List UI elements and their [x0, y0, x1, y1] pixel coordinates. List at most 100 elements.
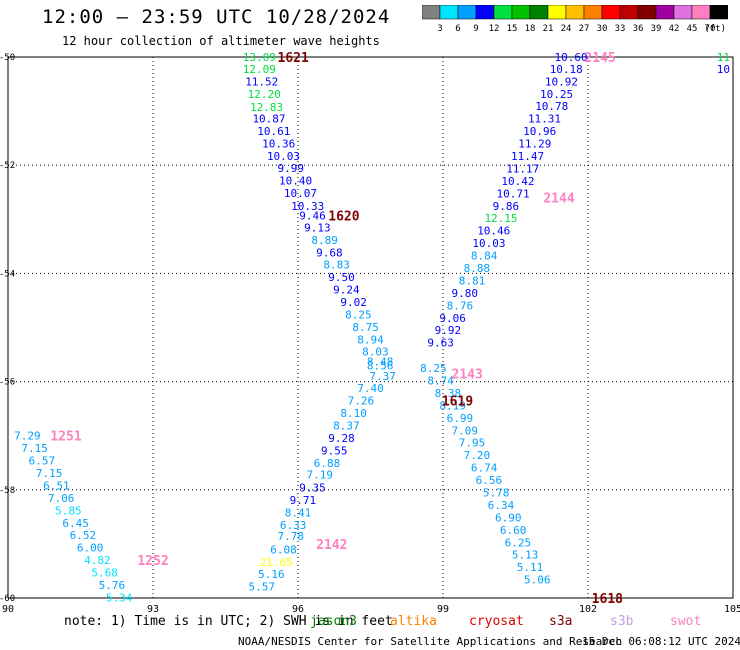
wave-height-label: 8.41: [285, 507, 312, 520]
x-tick-label: 93: [147, 604, 159, 612]
wave-height-label: 7.95: [459, 437, 486, 450]
legend-tick-label: 30: [597, 24, 608, 34]
wave-height-label: 10.25: [540, 88, 573, 101]
wave-height-label: 10.87: [252, 113, 285, 126]
wave-height-label: 7.78: [278, 530, 305, 543]
wave-height-label: 5.68: [91, 567, 118, 580]
wave-height-label: 7.09: [452, 424, 479, 437]
wave-height-label: 11.47: [511, 150, 544, 163]
wave-height-label: 6.45: [62, 517, 89, 530]
wave-height-label: 6.57: [29, 455, 56, 468]
pass-time-label: 1618: [592, 592, 623, 607]
y-tick-label: -56: [0, 378, 15, 388]
wave-height-label: 7.37: [369, 370, 396, 383]
wave-height-label: 10.36: [262, 138, 295, 151]
pass-time-label: 1251: [50, 430, 81, 445]
pass-time-label: 2144: [543, 192, 574, 207]
wave-height-label: 6.90: [495, 511, 522, 524]
wave-height-label: 6.88: [314, 457, 341, 470]
wave-height-label: 10.78: [535, 100, 568, 113]
wave-height-label: 9.24: [333, 284, 360, 297]
wave-height-label: 10.03: [267, 150, 300, 163]
wave-height-label: 7.40: [357, 382, 384, 395]
legend-tick-label: 12: [489, 24, 500, 34]
footer-credit: NOAA/NESDIS Center for Satellite Applica…: [238, 635, 623, 648]
sat-label-s3a: s3a: [549, 614, 573, 629]
sat-label-altika: altika: [390, 614, 437, 629]
wave-height-label: 11.17: [506, 162, 539, 175]
wave-height-label: 9.46: [299, 210, 326, 223]
wave-height-label: 6.60: [500, 524, 527, 537]
wave-height-label: 11: [717, 51, 730, 64]
wave-height-label: 6.52: [70, 529, 97, 542]
wave-height-label: 7.19: [307, 469, 334, 482]
wave-height-label: 21.65: [260, 556, 293, 569]
wave-height-label: 8.76: [447, 299, 474, 312]
footnote-text: note: 1) Time is in UTC; 2) SWH is in fe…: [64, 614, 393, 629]
wave-height-label: 9.06: [439, 312, 466, 325]
x-tick-label: 96: [292, 604, 304, 612]
wave-height-label: 10.40: [279, 174, 312, 187]
legend-tick-label: 9: [473, 24, 478, 34]
wave-height-label: 5.76: [99, 579, 126, 592]
wave-height-label: 8.38: [435, 387, 462, 400]
wave-height-label: 7.20: [464, 449, 491, 462]
wave-height-plot: 90 93 96 99 102 105-50-52-54-56-58-6013.0912.…: [0, 51, 740, 612]
wave-height-label: 5.78: [483, 487, 510, 500]
wave-height-label: 6.25: [505, 536, 532, 549]
wave-height-label: 8.94: [357, 333, 384, 346]
wave-height-label: 4.82: [84, 554, 111, 567]
wave-height-label: 9.71: [290, 494, 317, 507]
wave-height-label: 6.33: [280, 519, 307, 532]
x-tick-label: 105: [724, 604, 740, 612]
pass-time-label: 2142: [316, 538, 347, 553]
wave-height-label: 9.35: [299, 482, 326, 495]
wave-height-label: 6.99: [447, 412, 474, 425]
sat-label-swot: swot: [670, 614, 702, 629]
plot-frame: [7, 56, 734, 599]
legend-tick-label: 21: [543, 24, 554, 34]
wave-height-label: 9.92: [435, 324, 462, 337]
wave-height-label: 5.85: [55, 504, 82, 517]
wave-height-label: 10.61: [257, 125, 290, 138]
wave-height-label: 10.33: [291, 200, 324, 213]
wave-height-label: 6.56: [476, 474, 503, 487]
legend-tick-label: 18: [525, 24, 536, 34]
wave-height-label: 9.99: [278, 162, 305, 175]
wave-height-label: 10.03: [472, 237, 505, 250]
pass-time-label: 1620: [328, 210, 359, 225]
wave-height-label: 12.15: [484, 212, 517, 225]
wave-height-label: 10.60: [555, 51, 588, 64]
legend-tick-label: 33: [615, 24, 626, 34]
legend-tick-label: 24: [561, 24, 572, 34]
wave-height-label: 9.28: [328, 432, 355, 445]
wave-height-label: 9.55: [321, 444, 348, 457]
legend-tick-label: 42: [669, 24, 680, 34]
wave-height-label: 8.89: [311, 234, 338, 247]
wave-height-label: 12.20: [248, 88, 281, 101]
wave-height-label: 8.75: [352, 321, 379, 334]
wave-height-label: 12.83: [250, 101, 283, 114]
wave-height-label: 13.09: [243, 51, 276, 64]
x-tick-label: 90: [2, 604, 14, 612]
wave-height-label: 9.02: [340, 296, 367, 309]
wave-height-label: 8.25: [420, 362, 447, 375]
chart-subtitle: 12 hour collection of altimeter wave hei…: [62, 34, 380, 48]
legend-tick-label: 15: [507, 24, 518, 34]
wave-height-label: 5.13: [512, 549, 539, 562]
chart-title: 12:00 — 23:59 UTC 10/28/2024: [42, 6, 391, 28]
wave-height-label: 8.88: [464, 262, 491, 275]
wave-height-label: 10.07: [284, 187, 317, 200]
wave-height-label: 11.31: [528, 113, 561, 126]
wave-height-label: 7.15: [21, 442, 48, 455]
wave-height-label: 10: [717, 63, 730, 76]
legend-tick-label: 70: [705, 24, 716, 34]
pass-time-label: 2143: [452, 367, 483, 382]
y-tick-label: -60: [0, 594, 15, 604]
wave-height-label: 9.68: [316, 246, 343, 259]
wave-height-label: 6.74: [471, 462, 498, 475]
legend-tick-label: 36: [633, 24, 644, 34]
color-scale-legend: 3 6 9 12 15 18 21 24 27 30 33 36 39 42 45 70(ft): [422, 5, 728, 34]
y-tick-label: -52: [0, 161, 15, 171]
wave-height-label: 11.52: [245, 75, 278, 88]
